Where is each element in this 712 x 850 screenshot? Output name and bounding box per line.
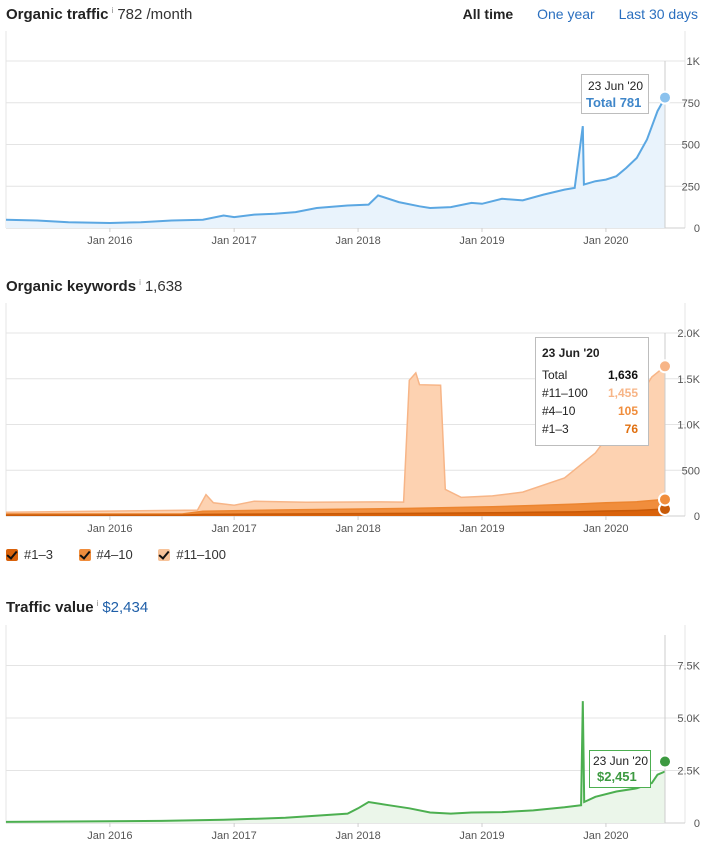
keywords-legend: #1–3 #4–10 #11–100 [6,547,248,564]
keywords-tooltip-row-label: #11–100 [542,386,588,400]
keywords-x-tick-label: Jan 2016 [87,523,132,535]
keywords-area-4-10 [6,499,665,516]
traffic-value: 782 /month [117,6,193,23]
value-marker [658,754,672,769]
range-all-time[interactable]: All time [462,6,514,22]
traffic-line [5,97,666,225]
keywords-area-11-100 [6,366,665,516]
value-x-tick-label: Jan 2019 [459,830,504,842]
value-tooltip-date: 23 Jun '20 [593,754,649,768]
keywords-tooltip: 23 Jun '20 Total 1,636 #11–100 1,455 #4–10 10… [535,337,649,446]
value-title: Traffic value [6,599,94,616]
keywords-title: Organic keywords [6,278,137,295]
legend-item-top3[interactable]: #1–3 [6,547,53,562]
traffic-y-tick-label: 0 [694,223,700,235]
value-y-tick-label: 5.0K [677,713,700,725]
keywords-y-tick-label: 1.5K [677,374,700,386]
keywords-header: Organic keywords i 1,638 [6,278,182,295]
keywords-tooltip-row-label: Total [542,368,568,382]
traffic-tooltip-total: Total 781 [586,95,642,110]
legend-item-4-10[interactable]: #4–10 [78,547,133,562]
keywords-area-4-10-line [6,498,666,515]
value-x-tick-label: Jan 2018 [335,830,380,842]
keywords-tooltip-row-label: #4–10 [542,404,576,418]
legend-label-top3: #1–3 [24,547,53,562]
legend-checkbox-top3[interactable] [6,548,18,561]
traffic-info-icon[interactable]: i [111,6,114,15]
keywords-tooltip-row-value: 105 [617,404,638,418]
value-x-tick-label: Jan 2016 [87,830,132,842]
keywords-marker-4-10 [658,492,672,507]
traffic-marker [658,90,672,105]
traffic-x-tick-label: Jan 2018 [335,235,380,247]
traffic-x-tick-label: Jan 2017 [212,235,257,247]
keywords-y-tick-label: 1.0K [677,420,700,432]
keywords-x-tick-label: Jan 2018 [335,523,380,535]
value-line [5,701,666,823]
keywords-area-top3-line [6,508,666,516]
keywords-tooltip-date: 23 Jun '20 [542,346,600,360]
traffic-y-tick-label: 250 [682,181,700,193]
traffic-tooltip-date: 23 Jun '20 [588,79,644,93]
time-range-selector: All time One year Last 30 days [443,6,698,22]
traffic-y-tick-label: 1K [687,56,701,68]
legend-item-11-100[interactable]: #11–100 [158,547,226,562]
traffic-x-tick-label: Jan 2019 [459,235,504,247]
value-y-tick-label: 2.5K [677,766,700,778]
keywords-value: 1,638 [144,278,183,295]
keywords-x-tick-label: Jan 2020 [583,523,628,535]
keywords-chart: Jan 2016 Jan 2017 Jan 2018 Jan 2019 Jan 2020… [5,303,701,535]
value-area [6,701,665,823]
keywords-tooltip-row-value: 1,455 [607,386,638,400]
traffic-x-tick-label: Jan 2020 [583,235,628,247]
value-tooltip-amount: $2,451 [597,769,637,784]
keywords-y-tick-label: 0 [694,511,700,523]
value-x-tick-label: Jan 2017 [212,830,257,842]
range-last-30-days[interactable]: Last 30 days [618,6,698,22]
traffic-y-tick-label: 500 [682,140,700,152]
keywords-x-tick-label: Jan 2019 [459,523,504,535]
keywords-y-tick-label: 500 [682,465,700,477]
traffic-y-tick-label: 750 [682,98,700,110]
value-info-icon[interactable]: i [96,599,99,608]
traffic-chart: Jan 2016 Jan 2017 Jan 2018 Jan 2019 Jan 2020… [5,31,701,247]
value-tooltip: 23 Jun '20 $2,451 [589,750,651,788]
keywords-info-icon[interactable]: i [139,278,141,287]
keywords-tooltip-row-label: #1–3 [542,422,569,436]
keywords-x-tick-label: Jan 2017 [212,523,257,535]
traffic-header: Organic traffic i 782 /month [6,6,192,23]
traffic-x-tick-label: Jan 2016 [87,235,132,247]
range-one-year[interactable]: One year [537,6,595,22]
value-y-tick-label: 0 [694,818,700,830]
value-x-tick-label: Jan 2020 [583,830,628,842]
keywords-tooltip-row-value: 76 [624,422,638,436]
legend-label-4-10: #4–10 [96,547,133,562]
value-header: Traffic value i $2,434 [6,599,148,616]
keywords-marker-11-100 [658,359,672,374]
traffic-title: Organic traffic [6,6,109,23]
keywords-area-top3 [6,509,665,516]
value-amount: $2,434 [102,599,149,616]
traffic-area [6,97,665,228]
legend-checkbox-11-100[interactable] [158,548,171,561]
traffic-tooltip: 23 Jun '20 Total 781 [581,74,649,114]
legend-checkbox-4-10[interactable] [78,548,91,561]
legend-label-11-100: #11–100 [176,547,226,562]
keywords-y-tick-label: 2.0K [677,328,700,340]
value-chart: Jan 2016 Jan 2017 Jan 2018 Jan 2019 Jan 2020… [5,625,701,842]
keywords-tooltip-row-value: 1,636 [607,368,638,382]
value-y-tick-label: 7.5K [677,661,700,673]
